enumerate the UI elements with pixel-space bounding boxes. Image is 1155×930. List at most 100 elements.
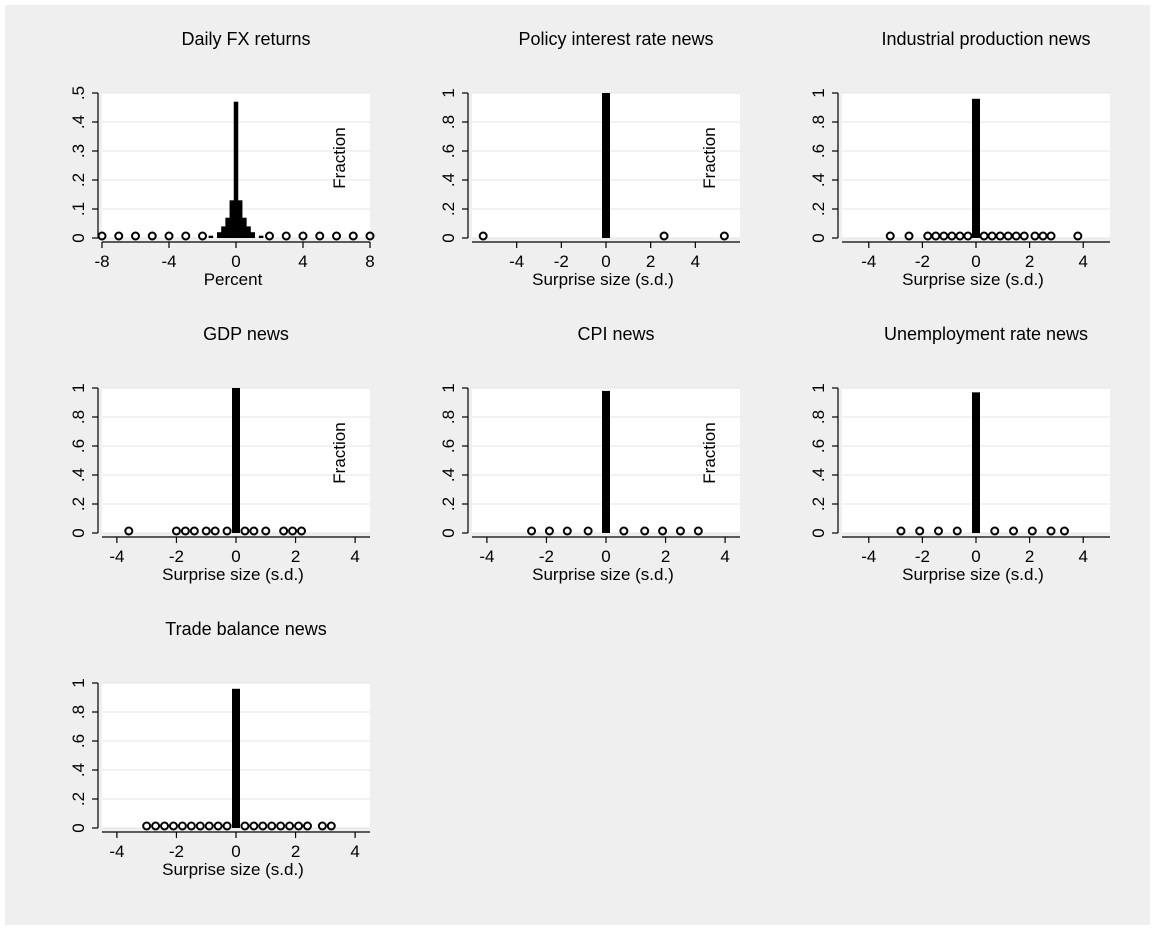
histogram-bar — [972, 392, 980, 533]
histogram-bar — [232, 688, 240, 828]
histogram-bar-marker — [987, 231, 997, 241]
histogram-bar-marker — [279, 526, 289, 536]
histogram-bar-marker — [326, 821, 336, 831]
histogram-bar-marker — [181, 231, 191, 241]
x-tick-label: -4 — [861, 252, 876, 271]
histogram-bar — [217, 232, 222, 238]
histogram-bar-marker — [249, 821, 259, 831]
histogram-bar-marker — [1046, 231, 1056, 241]
histogram-bar-marker — [979, 231, 989, 241]
x-axis-label: Surprise size (s.d.) — [532, 565, 674, 584]
y-tick-label: .4 — [439, 173, 458, 187]
histogram-bar-marker — [527, 526, 537, 536]
y-tick-label: 0 — [439, 528, 458, 537]
histogram-bar-marker — [164, 231, 174, 241]
x-tick-label: 0 — [971, 252, 980, 271]
histogram-bar — [233, 101, 239, 238]
y-tick-label: 1 — [809, 383, 828, 392]
x-tick-label: 2 — [291, 842, 300, 861]
x-tick-label: -2 — [554, 252, 569, 271]
x-tick-label: -4 — [161, 252, 176, 271]
y-tick-label: .2 — [439, 497, 458, 511]
y-axis-label: Fraction — [330, 422, 349, 483]
histogram-bar-marker — [198, 231, 207, 241]
panel-unemployment-rate-news: Unemployment rate news 0 .2 .4 .6 .8 1 -4 -2 0 2 4 S… — [750, 300, 1120, 590]
y-tick-label: 1 — [69, 678, 88, 687]
x-axis-label: Surprise size (s.d.) — [902, 270, 1044, 289]
histogram-bar-marker — [478, 231, 488, 241]
histogram-bar-marker — [693, 526, 703, 536]
x-tick-label: 0 — [971, 547, 980, 566]
histogram-bar-marker — [904, 231, 914, 241]
y-tick-label: .2 — [439, 202, 458, 216]
y-tick-label: .8 — [69, 705, 88, 719]
histogram-bar-marker — [990, 526, 1000, 536]
histogram-bar-marker — [947, 231, 957, 241]
y-axis-label: Fraction — [330, 127, 349, 188]
histogram-bar-marker — [142, 821, 152, 831]
x-tick-label: 2 — [661, 547, 670, 566]
histogram-bar-marker — [240, 526, 250, 536]
y-tick-label: .4 — [809, 468, 828, 482]
x-tick-label: -2 — [169, 842, 184, 861]
histogram-bar-marker — [160, 821, 170, 831]
histogram-bar — [221, 226, 226, 238]
histogram-bar-marker — [258, 821, 268, 831]
y-tick-label: .4 — [809, 173, 828, 187]
histogram-bar-marker — [204, 821, 214, 831]
histogram-bar-marker — [931, 231, 941, 241]
y-tick-label: 0 — [809, 528, 828, 537]
y-tick-label: .6 — [439, 439, 458, 453]
histogram-bar-marker — [131, 231, 140, 241]
histogram-bar — [972, 98, 980, 238]
y-tick-label: .6 — [69, 439, 88, 453]
histogram-bar — [242, 217, 247, 238]
y-tick-label: .5 — [69, 86, 88, 100]
histogram-bar-marker — [222, 526, 232, 536]
y-tick-label: 0 — [69, 233, 88, 242]
chart-title: Industrial production news — [881, 29, 1090, 49]
x-tick-label: 4 — [691, 252, 700, 271]
histogram-bar-marker — [915, 526, 925, 536]
histogram-bar — [246, 226, 251, 238]
histogram-bar-marker — [114, 231, 124, 241]
chart-svg: Policy interest rate news 0 .2 .4 .6 .8 1 -4 -2 0… — [439, 29, 740, 289]
x-axis-label: Surprise size (s.d.) — [162, 860, 304, 879]
histogram-bar-marker — [1073, 231, 1083, 241]
y-tick-label: 0 — [69, 528, 88, 537]
chart-title: CPI news — [577, 324, 654, 344]
histogram-bar — [229, 200, 235, 238]
x-axis-label: Percent — [204, 270, 263, 289]
histogram-bar-marker — [1011, 231, 1021, 241]
y-tick-label: .4 — [439, 468, 458, 482]
histogram-bar-marker — [249, 526, 259, 536]
histogram-bar-marker — [317, 821, 327, 831]
y-tick-label: 1 — [69, 383, 88, 392]
figure-background: Daily FX returns 0 .1 .2 .3 .4 .5 -8 -4 0 4 8 Percen… — [5, 5, 1150, 925]
y-tick-label: .6 — [809, 439, 828, 453]
x-axis-label: Surprise size (s.d.) — [902, 565, 1044, 584]
histogram-bar-marker — [332, 231, 341, 241]
y-tick-label: .1 — [69, 202, 88, 216]
histogram-bar-marker — [124, 526, 134, 536]
x-tick-label: 4 — [350, 547, 359, 566]
chart-title: Daily FX returns — [181, 29, 310, 49]
y-tick-label: .2 — [809, 497, 828, 511]
histogram-bar-marker — [896, 526, 906, 536]
histogram-bar-marker — [1030, 231, 1040, 241]
histogram-bar-marker — [315, 231, 325, 241]
y-tick-label: 0 — [809, 233, 828, 242]
histogram-bar-marker — [348, 231, 358, 241]
x-tick-label: -4 — [479, 547, 494, 566]
y-tick-label: .8 — [809, 115, 828, 129]
x-axis-label: Surprise size (s.d.) — [532, 270, 674, 289]
histogram-bar-marker — [365, 231, 375, 241]
y-tick-label: .4 — [69, 115, 88, 129]
histogram-bar-marker — [952, 526, 962, 536]
chart-svg: Daily FX returns 0 .1 .2 .3 .4 .5 -8 -4 0 4 8 Percen… — [69, 29, 375, 289]
chart-svg: Unemployment rate news 0 .2 .4 .6 .8 1 -4 -2 0 2 4 S… — [809, 324, 1110, 584]
chart-svg: Industrial production news 0 .2 .4 .6 .8 1 -4 -2… — [809, 29, 1110, 289]
histogram-bar-marker — [240, 821, 250, 831]
histogram-bar-marker — [933, 526, 943, 536]
chart-title: Trade balance news — [165, 619, 326, 639]
